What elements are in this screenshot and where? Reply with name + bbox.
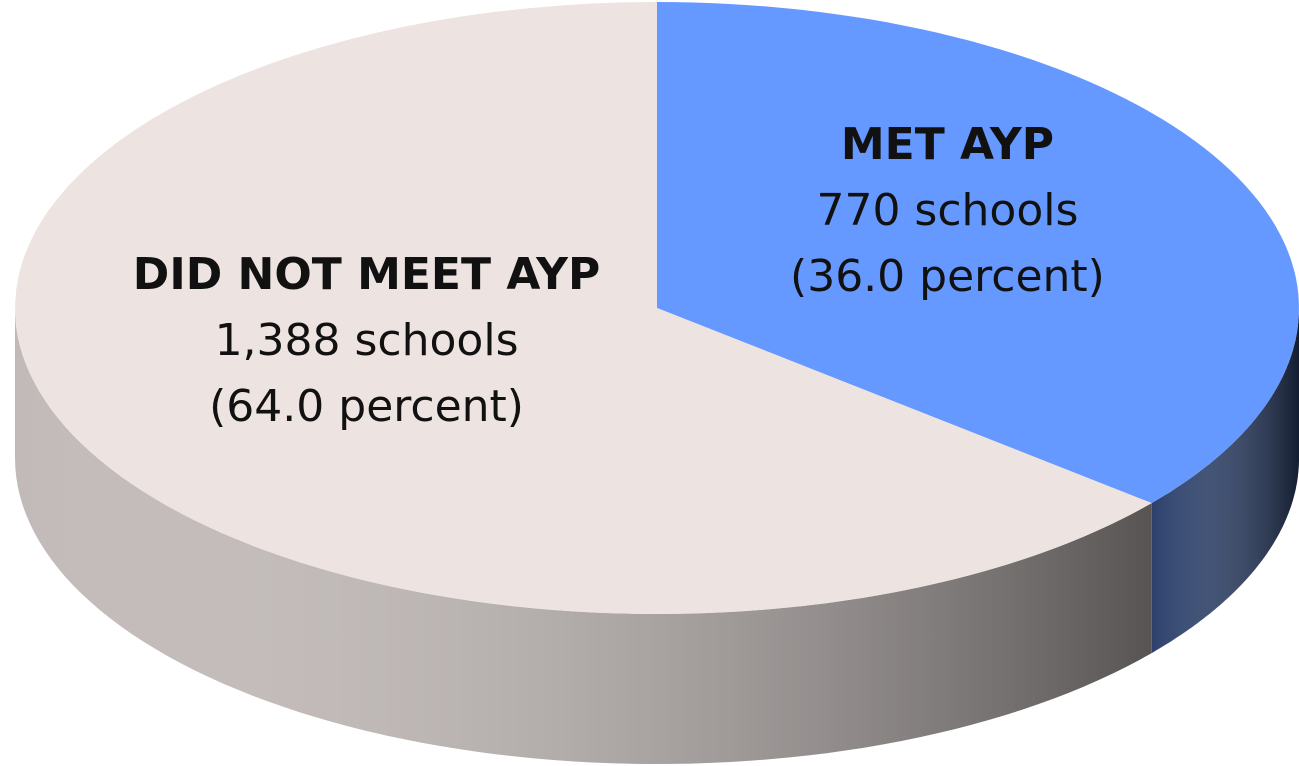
- count-label: 770 schools: [816, 185, 1078, 236]
- pie-side-shade: [1151, 308, 1299, 654]
- pie-sides: [15, 308, 1299, 764]
- value-label: (64.0 percent): [209, 381, 524, 432]
- category-label: MET AYP: [841, 119, 1054, 170]
- pie-tops: [15, 2, 1299, 614]
- pie-labels: MET AYP 770 schools (36.0 percent) DID NOT …: [133, 119, 1105, 432]
- pie-slice: [657, 2, 1299, 504]
- pie-slice: [15, 2, 1152, 614]
- value-label: (36.0 percent): [790, 251, 1105, 302]
- pie-side-shade: [15, 308, 1152, 764]
- count-label: 1,388 schools: [215, 315, 519, 366]
- category-label: DID NOT MEET AYP: [133, 249, 600, 300]
